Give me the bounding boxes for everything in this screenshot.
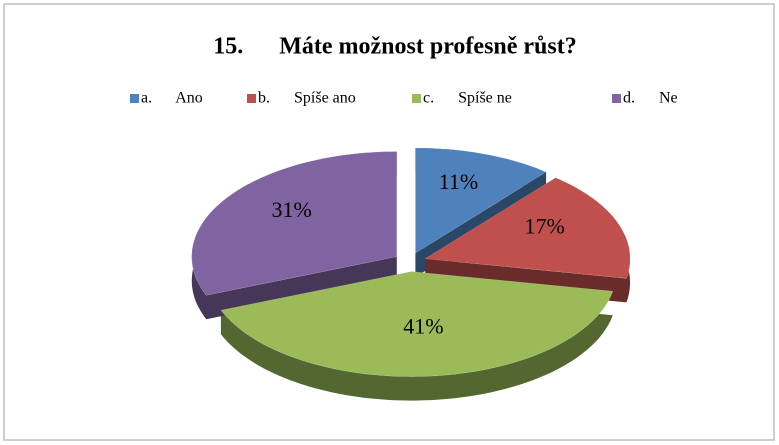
slice bbox=[415, 147, 547, 254]
data-label: 41% bbox=[403, 313, 443, 338]
legend-swatch bbox=[412, 94, 421, 103]
data-label: 11% bbox=[439, 169, 479, 194]
legend-swatch bbox=[612, 94, 621, 103]
slice bbox=[220, 271, 614, 377]
legend-label: d. Ne bbox=[623, 90, 678, 107]
slice bbox=[191, 151, 398, 296]
legend-swatch bbox=[247, 94, 256, 103]
chart-title: 15. Máte možnost profesně růst? bbox=[213, 34, 577, 60]
data-label: 17% bbox=[524, 214, 564, 239]
legend-label: a. Ano bbox=[141, 90, 203, 107]
legend-label: c. Spíše ne bbox=[423, 90, 512, 107]
legend-label: b. Spíše ano bbox=[258, 90, 356, 107]
data-label: 31% bbox=[271, 197, 311, 222]
legend-swatch bbox=[130, 94, 139, 103]
slice bbox=[424, 177, 631, 279]
